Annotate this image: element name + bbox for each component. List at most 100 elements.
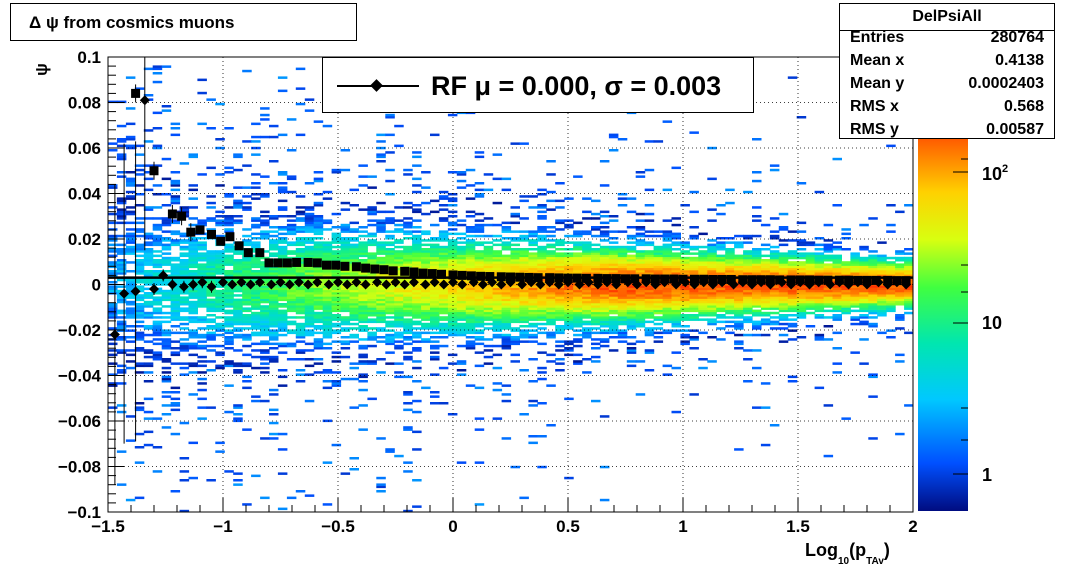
- heatmap-column: [608, 133, 619, 352]
- rms-point: [805, 275, 814, 285]
- heatmap-column: [841, 228, 851, 420]
- rms-point: [282, 258, 292, 268]
- mean-point: [293, 277, 304, 288]
- legend-label: RF μ = 0.000, σ = 0.003: [431, 71, 722, 101]
- legend-box: RF μ = 0.000, σ = 0.003: [322, 57, 754, 113]
- y-tick-label: −0.06: [58, 412, 101, 431]
- x-tick-label: 2: [908, 517, 917, 536]
- rms-point: [303, 257, 313, 267]
- heatmap-column: [277, 76, 288, 511]
- rms-point: [621, 274, 630, 284]
- mean-point: [303, 279, 314, 290]
- heatmap-column: [376, 98, 386, 493]
- mean-point: [227, 279, 238, 290]
- heatmap-column: [546, 160, 556, 427]
- heatmap-column: [108, 100, 118, 409]
- mean-point: [119, 143, 130, 444]
- heatmap-column: [671, 166, 681, 414]
- stats-box: DelPsiAll Entries 280764 Mean x 0.4138 Mea…: [839, 3, 1055, 139]
- mean-point: [360, 279, 371, 290]
- x-tick-label: −1.5: [91, 517, 125, 536]
- mean-point: [254, 277, 265, 288]
- heatmap-column: [850, 252, 860, 354]
- heatmap-column: [760, 223, 771, 447]
- mean-point: [429, 277, 440, 288]
- rms-point: [901, 276, 911, 286]
- heatmap-column: [251, 122, 261, 478]
- heatmap-column: [170, 122, 181, 493]
- rms-point: [506, 272, 515, 282]
- heatmap-column: [752, 138, 762, 409]
- rms-point: [273, 258, 283, 268]
- rms-point: [823, 275, 833, 285]
- heatmap-column: [474, 151, 485, 506]
- mean-point: [158, 269, 169, 282]
- rms-point: [351, 262, 361, 272]
- heatmap-column: [188, 153, 198, 480]
- rms-point: [255, 248, 265, 258]
- heatmap-column: [412, 58, 422, 508]
- heatmap-column: [519, 58, 529, 500]
- rms-point: [186, 223, 196, 242]
- mean-point: [188, 278, 199, 291]
- mean-point: [390, 277, 401, 288]
- rms-point: [312, 258, 322, 268]
- mean-point: [149, 283, 159, 296]
- rms-point: [409, 267, 419, 277]
- rms-point: [292, 257, 302, 267]
- mean-point: [275, 277, 286, 288]
- heatmap-column: [689, 131, 699, 396]
- stats-divider: [840, 30, 1054, 31]
- heatmap-column: [224, 127, 234, 473]
- heatmap-column: [823, 223, 834, 458]
- heatmap-column: [814, 190, 825, 390]
- heatmap-column: [385, 113, 395, 453]
- rms-point: [602, 274, 612, 284]
- rms-point: [533, 273, 543, 283]
- rms-point: [747, 275, 757, 285]
- y-tick-label: 0.08: [68, 94, 101, 113]
- rms-point: [400, 266, 410, 276]
- rms-point: [572, 273, 582, 283]
- rms-point: [485, 272, 495, 282]
- rms-point: [264, 258, 274, 268]
- mean-point: [178, 280, 189, 293]
- heatmap-column: [868, 217, 878, 440]
- mean-point: [408, 277, 419, 288]
- rms-point: [177, 207, 187, 226]
- stats-title: DelPsiAll: [912, 8, 982, 25]
- heatmap-column: [626, 105, 637, 368]
- rms-point: [234, 241, 244, 251]
- mean-point: [457, 279, 468, 290]
- heatmap-column: [680, 204, 690, 346]
- y-axis-label: ψ: [32, 63, 51, 76]
- heatmap-column: [430, 80, 440, 405]
- heatmap-column: [859, 223, 869, 365]
- rms-point: [149, 161, 159, 180]
- heatmap-column: [501, 177, 512, 440]
- rms-point: [427, 269, 437, 279]
- heatmap-column: [161, 65, 172, 429]
- heatmap-column: [528, 87, 538, 445]
- rms-point: [726, 274, 736, 284]
- heatmap-column: [573, 175, 583, 365]
- y-tick-label: 0: [92, 276, 101, 295]
- heatmap-column: [591, 199, 601, 403]
- mean-point: [448, 277, 458, 288]
- rms-point: [524, 272, 534, 282]
- rms-point: [554, 273, 564, 283]
- heatmap-column: [510, 142, 520, 469]
- heatmap-column: [152, 65, 163, 473]
- rms-point: [437, 269, 446, 279]
- mean-point: [218, 277, 228, 288]
- rms-point: [466, 271, 476, 281]
- heatmap-column: [644, 140, 655, 372]
- x-tick-label: −0.5: [321, 517, 355, 536]
- heatmap-column: [492, 94, 503, 420]
- heatmap-column: [769, 164, 780, 427]
- heatmap-column: [877, 241, 887, 335]
- x-tick-label: 1.5: [786, 517, 810, 536]
- heatmap-column: [197, 78, 207, 420]
- rms-point: [765, 275, 775, 285]
- rms-point: [496, 272, 506, 282]
